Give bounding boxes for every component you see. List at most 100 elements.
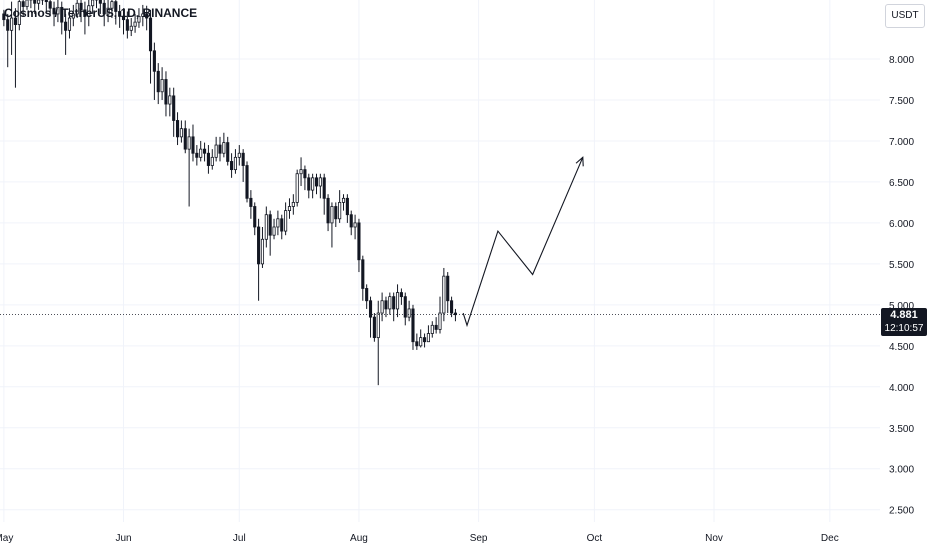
candle-body-down: [226, 142, 230, 162]
price-tick-label: 6.500: [889, 178, 914, 189]
candle: [326, 194, 330, 232]
time-tick-label: Nov: [705, 533, 723, 544]
candle: [430, 321, 434, 338]
candle: [83, 1, 87, 35]
candle: [330, 202, 334, 248]
candle: [133, 13, 137, 33]
candle-body-up: [25, 0, 29, 7]
candle-body-down: [206, 152, 210, 166]
candle: [160, 67, 164, 100]
bar-countdown: 12:10:57: [884, 322, 924, 334]
candle: [453, 308, 457, 322]
candle: [191, 124, 195, 162]
candle-body-down: [415, 341, 419, 347]
currency-button[interactable]: USDT: [885, 4, 925, 28]
price-tick-label: 2.500: [889, 506, 914, 517]
candle-body-up: [287, 206, 292, 212]
candle: [44, 0, 48, 12]
candle: [249, 190, 253, 219]
candle-body-up: [56, 6, 60, 15]
candle: [106, 0, 110, 23]
candle-body-down: [125, 19, 129, 31]
candle-body-up: [141, 13, 145, 17]
candle: [415, 333, 419, 350]
candle-body-up: [260, 238, 265, 265]
candle-body-down: [218, 144, 222, 154]
projection-path[interactable]: [462, 157, 584, 328]
candle-body-up: [91, 0, 95, 7]
candle-body-down: [2, 13, 6, 21]
candle: [322, 173, 326, 215]
candle: [280, 214, 284, 240]
time-tick-label: Jul: [233, 533, 246, 544]
candle: [399, 288, 403, 305]
candle: [230, 153, 234, 178]
candle-body-up: [438, 312, 442, 330]
candle-body-down: [152, 50, 156, 72]
candle: [276, 210, 280, 236]
symbol-title[interactable]: Cosmos / TetherUS, 1D, BINANCE: [4, 6, 198, 20]
candle-body-up: [199, 148, 203, 158]
candle-body-down: [148, 17, 153, 52]
price-axis[interactable]: 8.000 7.500 7.000 6.500 6.000 5.500 5.000 4.500…: [889, 55, 914, 517]
candle: [426, 325, 430, 343]
price-tick-label: 5.500: [889, 260, 914, 271]
candle: [2, 9, 6, 27]
candle-body-up: [10, 17, 14, 31]
candle-body-up: [214, 144, 218, 158]
candle-body-down: [118, 11, 122, 17]
candle: [75, 0, 79, 19]
candle: [226, 136, 230, 166]
candle-body-down: [453, 312, 457, 316]
candle-body-down: [257, 226, 261, 265]
candle: [307, 173, 311, 199]
candle-body-down: [253, 206, 257, 228]
candle-body-down: [183, 128, 187, 150]
candle-body-down: [48, 1, 52, 9]
candle: [214, 136, 218, 162]
candle: [295, 169, 299, 207]
time-axis[interactable]: May Jun Jul Aug Sep Oct Nov Dec: [0, 533, 839, 544]
candle-body-down: [191, 136, 195, 154]
candle-body-down: [403, 296, 407, 318]
candle-body-up: [380, 300, 384, 314]
candle-body-down: [392, 296, 396, 310]
projection-drawing[interactable]: [462, 156, 584, 328]
candle: [21, 0, 25, 17]
candle-body-up: [318, 177, 322, 187]
candle-body-down: [195, 152, 199, 158]
price-tick-label: 3.500: [889, 424, 914, 435]
time-tick-label: May: [0, 533, 13, 544]
candle: [87, 0, 91, 27]
candle-body-up: [168, 95, 172, 105]
candle-body-up: [160, 79, 164, 93]
time-tick-label: Dec: [821, 533, 839, 544]
candle-body-down: [307, 177, 311, 191]
candle-body-down: [102, 2, 106, 15]
candle: [48, 0, 52, 17]
candle: [222, 132, 226, 158]
candle: [311, 173, 315, 199]
candle-body-up: [341, 197, 346, 203]
candle-body-down: [114, 1, 118, 12]
candle-body-down: [60, 6, 64, 23]
candle-body-up: [75, 2, 79, 15]
candle: [152, 42, 156, 100]
candle: [395, 284, 400, 318]
candle: [419, 329, 423, 348]
candle-body-up: [426, 333, 430, 343]
candle: [129, 18, 133, 37]
candle: [237, 145, 241, 166]
candle: [349, 210, 353, 236]
candle: [392, 292, 396, 322]
candle: [442, 267, 446, 322]
candle-body-up: [272, 226, 276, 236]
candle-body-up: [237, 152, 241, 158]
price-tick-label: 7.000: [889, 137, 914, 148]
candle-body-up: [395, 292, 400, 310]
candle-body-down: [245, 165, 249, 199]
candle: [338, 190, 342, 223]
candle-body-down: [434, 324, 438, 330]
